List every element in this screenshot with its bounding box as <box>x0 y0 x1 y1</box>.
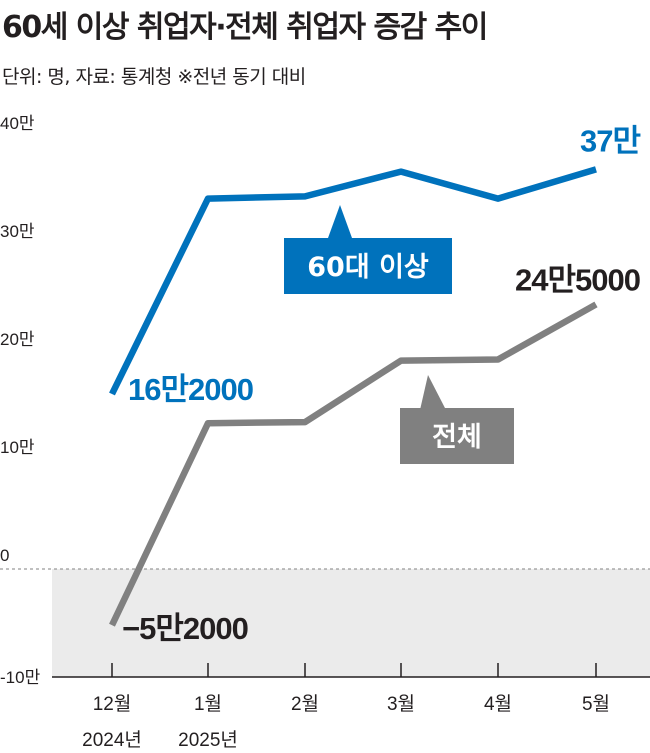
y-tick-label: 10만 <box>0 438 35 457</box>
callout-pointer-total <box>420 375 446 410</box>
callout-pointer-60-plus <box>328 205 352 238</box>
y-tick-label: 0 <box>0 546 9 565</box>
x-tick-label: 3월 <box>387 693 415 715</box>
y-tick-label: 40만 <box>0 114 35 133</box>
data-label-60-plus-last: 37만 <box>580 123 640 158</box>
callout-label-total: 전체 <box>432 422 482 453</box>
x-tick-label: 2월 <box>291 693 319 715</box>
series-line-total <box>109 301 598 627</box>
x-tick-label: 12월 <box>93 693 132 715</box>
x-tick-label: 1월 <box>194 693 222 715</box>
callout-box-60-plus <box>284 238 452 294</box>
callout-label-60-plus: 60대 이상 <box>307 252 429 283</box>
x-tick-label: 5월 <box>582 693 610 715</box>
y-tick-label: 30만 <box>0 222 35 241</box>
x-tick-year-label: 2025년 <box>178 729 238 751</box>
y-tick-label: 20만 <box>0 330 35 349</box>
data-label-total-first: −5만2000 <box>122 611 248 646</box>
y-tick-label: -10만 <box>0 668 41 687</box>
series-line-60-plus <box>109 166 597 396</box>
x-tick-label: 4월 <box>484 693 512 715</box>
x-tick-year-label: 2024년 <box>82 729 142 751</box>
callout-box-total <box>400 408 514 464</box>
data-label-total-last: 24만5000 <box>515 262 640 297</box>
data-label-60-plus-first: 16만2000 <box>128 372 253 407</box>
negative-band <box>52 569 650 677</box>
chart-title: 60세 이상 취업자·전체 취업자 증감 추이 <box>2 10 488 45</box>
chart-subtitle: 단위: 명, 자료: 통계청 ※전년 동기 대비 <box>2 66 306 88</box>
